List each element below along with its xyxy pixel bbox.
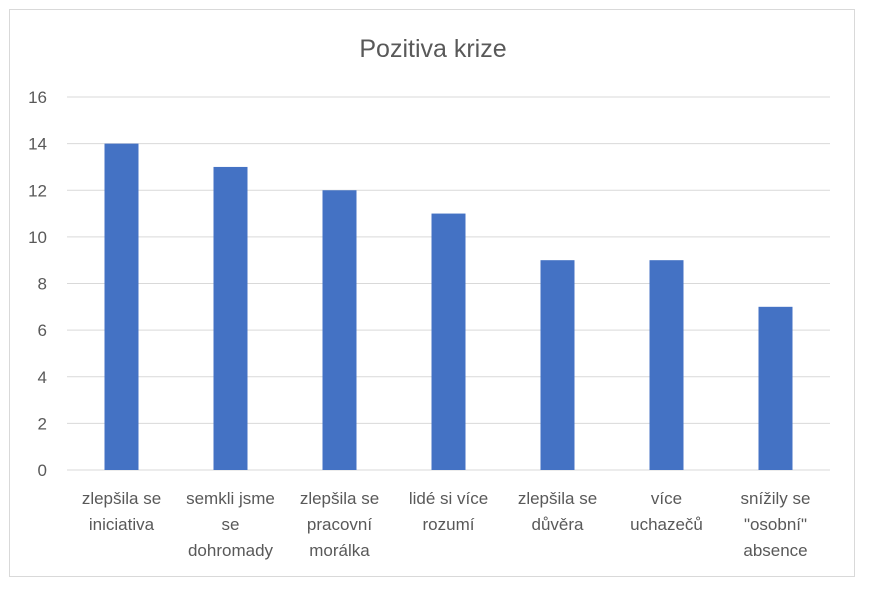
bar [213, 166, 248, 470]
y-tick-label: 12 [28, 181, 47, 200]
bar [540, 260, 575, 470]
y-tick-label: 14 [28, 135, 47, 154]
x-category-label: více uchazečů [630, 489, 703, 534]
bar [104, 143, 139, 470]
x-category-label: zlepšila se iniciativa [82, 489, 161, 534]
x-category-label: semkli jsme se dohromady [186, 489, 275, 560]
x-axis-category-labels: zlepšila se iniciativa semkli jsme se dohrom… [82, 489, 811, 560]
x-category-label: snížily se "osobní" absence [741, 489, 811, 560]
y-tick-label: 4 [38, 368, 47, 387]
chart-title: Pozitiva krize [359, 35, 506, 63]
y-tick-label: 16 [28, 88, 47, 107]
y-tick-label: 10 [28, 228, 47, 247]
x-category-label: zlepšila se důvěra [518, 489, 597, 534]
bars [104, 143, 793, 470]
bar [758, 306, 793, 470]
y-tick-label: 8 [38, 275, 47, 294]
y-tick-label: 0 [38, 461, 47, 480]
bar [431, 213, 466, 470]
bar [649, 260, 684, 470]
y-tick-label: 6 [38, 321, 47, 340]
bar [322, 190, 357, 470]
y-axis-ticks: 0 2 4 6 8 10 12 14 16 [28, 88, 47, 480]
x-category-label: zlepšila se pracovní morálka [300, 489, 379, 560]
x-category-label: lidé si více rozumí [409, 489, 488, 534]
y-tick-label: 2 [38, 414, 47, 433]
